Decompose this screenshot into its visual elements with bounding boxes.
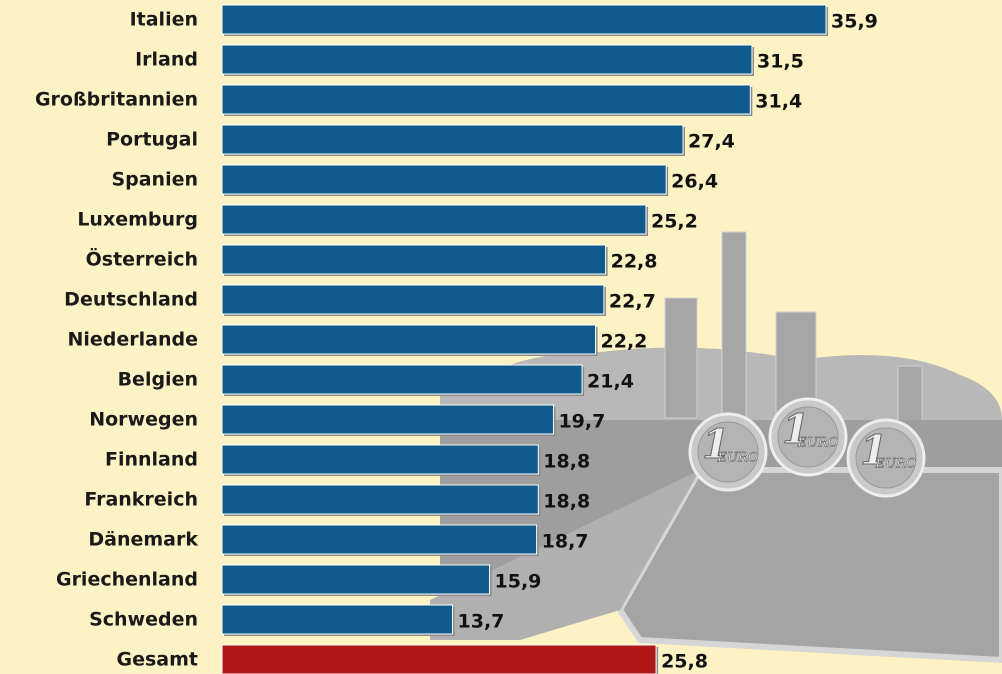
bar — [221, 244, 607, 275]
value-label: 35,9 — [831, 11, 878, 33]
bar — [221, 564, 491, 595]
category-label: Griechenland — [56, 569, 198, 591]
bar — [221, 204, 647, 235]
value-label: 15,9 — [495, 571, 542, 593]
coin-text: EURO — [797, 436, 839, 451]
value-label: 13,7 — [458, 611, 505, 633]
category-label: Gesamt — [117, 649, 199, 671]
category-label: Luxemburg — [77, 209, 198, 231]
coin-inner — [697, 421, 759, 483]
bar — [221, 84, 751, 115]
category-label: Niederlande — [67, 329, 198, 351]
value-label: 18,8 — [543, 451, 590, 473]
bar — [221, 644, 657, 674]
coin-text: EURO — [717, 451, 759, 466]
bar — [221, 484, 539, 515]
coin-inner — [855, 427, 917, 489]
bar — [221, 124, 684, 155]
value-label: 21,4 — [587, 371, 634, 393]
value-label: 18,7 — [542, 531, 589, 553]
value-label: 25,8 — [661, 651, 708, 673]
value-label: 22,8 — [611, 251, 658, 273]
category-label: Großbritannien — [35, 89, 198, 111]
bar — [221, 604, 454, 635]
category-label: Portugal — [106, 129, 198, 151]
value-label: 31,4 — [755, 91, 802, 113]
value-label: 31,5 — [757, 51, 804, 73]
value-label: 26,4 — [671, 171, 718, 193]
category-label: Irland — [135, 49, 198, 71]
coin-numeral: 1 — [782, 406, 810, 453]
bar — [221, 444, 539, 475]
category-label: Dänemark — [88, 529, 198, 551]
value-label: 18,8 — [543, 491, 590, 513]
category-label: Österreich — [86, 247, 198, 271]
category-label: Spanien — [111, 169, 198, 191]
value-label: 27,4 — [688, 131, 735, 153]
bar — [221, 524, 538, 555]
value-label: 19,7 — [558, 411, 605, 433]
category-label: Schweden — [89, 609, 198, 631]
category-label: Norwegen — [89, 409, 198, 431]
value-label: 25,2 — [651, 211, 698, 233]
bar — [221, 404, 554, 435]
coin-inner — [777, 406, 839, 468]
value-label: 22,2 — [601, 331, 648, 353]
category-label: Finnland — [105, 449, 198, 471]
category-label: Belgien — [118, 369, 198, 391]
bar — [221, 324, 597, 355]
bar — [221, 44, 753, 75]
category-label: Deutschland — [64, 289, 198, 311]
value-label: 22,7 — [609, 291, 656, 313]
bar — [221, 364, 583, 395]
coin-numeral: 1 — [860, 427, 888, 474]
bar — [221, 284, 605, 315]
category-label: Italien — [130, 9, 198, 31]
coin-text: EURO — [875, 457, 917, 472]
bar — [221, 4, 827, 35]
bar — [221, 164, 667, 195]
category-label: Frankreich — [84, 489, 198, 511]
coin-numeral: 1 — [702, 421, 730, 468]
